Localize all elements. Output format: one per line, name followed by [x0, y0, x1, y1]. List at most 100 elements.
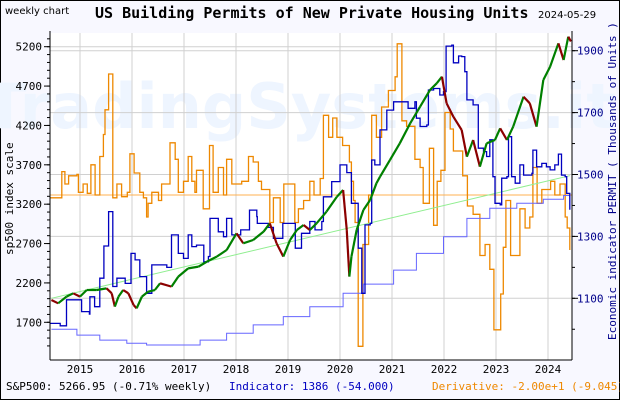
- x-tick-label: 2024: [535, 363, 562, 376]
- x-tick-label: 2020: [327, 363, 354, 376]
- x-tick-label: 2022: [431, 363, 458, 376]
- sp500-candle-segment: [127, 292, 135, 306]
- sp500-candle-segment: [122, 289, 129, 295]
- sp500-candle-segment: [302, 224, 311, 231]
- sp500-candle-segment: [268, 222, 278, 244]
- sp500-candle-segment: [315, 210, 328, 225]
- chart-kind-label: weekly chart: [5, 6, 70, 17]
- sp500-candle-segment: [419, 89, 431, 108]
- sp500-candle-segment: [275, 242, 285, 258]
- right-axis-title: Economic indicator PERMIT ( Thousands of…: [606, 22, 619, 340]
- sp500-candle-segment: [117, 289, 125, 298]
- sp500-candle-segment: [388, 142, 401, 161]
- x-tick-label: 2017: [171, 363, 198, 376]
- sp500-candle-segment: [562, 36, 570, 61]
- sp500-candle-segment: [105, 287, 113, 295]
- sp500-candle-segment: [79, 289, 88, 298]
- indicator-average-series: [51, 195, 571, 346]
- sp500-candle-segment: [309, 222, 318, 231]
- x-tick-label: 2016: [119, 363, 146, 376]
- right-tick-label: 1300: [577, 230, 604, 243]
- sp500-candle-segment: [478, 143, 488, 168]
- left-tick-label: 4700: [16, 80, 43, 93]
- sp500-candle-segment: [493, 127, 502, 141]
- sp500-candle-segment: [216, 249, 228, 258]
- sp500-candle-segment: [465, 139, 475, 158]
- watermark: TradingSystems.it: [0, 70, 616, 143]
- sp500-candle-segment: [159, 282, 172, 288]
- sp500-candle-segment: [362, 199, 372, 211]
- x-tick-label: 2019: [275, 363, 302, 376]
- sp500-candle-segment: [440, 76, 448, 104]
- sp500-candle-segment: [57, 295, 68, 305]
- sp500-candle-segment: [225, 232, 238, 251]
- sp500-candle-segment: [452, 116, 463, 131]
- sp500-candle-segment: [522, 95, 531, 105]
- sp500-candle-segment: [345, 229, 351, 277]
- sp500-candle-segment: [528, 103, 538, 128]
- sp500-candle-segment: [197, 260, 208, 268]
- sp500-candle-segment: [486, 138, 496, 145]
- sp500-candle-segment: [398, 122, 412, 144]
- indicator-series: [49, 44, 571, 327]
- sp500-candle-segment: [147, 288, 156, 293]
- sp500-candle-segment: [375, 176, 382, 184]
- left-tick-label: 3200: [16, 198, 43, 211]
- right-tick-label: 1100: [577, 292, 604, 305]
- sp500-candle-segment: [50, 299, 59, 305]
- sp500-candle-segment: [348, 256, 353, 277]
- sp500-candle-segment: [472, 139, 481, 167]
- left-tick-label: 4200: [16, 119, 43, 132]
- sp500-candle-segment: [141, 290, 149, 298]
- sp500-candle-segment: [96, 287, 107, 292]
- sp500-candle-segment: [262, 222, 271, 233]
- x-tick-label: 2015: [67, 363, 94, 376]
- sp500-candle-segment: [170, 276, 180, 288]
- chart-date: 2024-05-29: [538, 10, 597, 21]
- sp500-candle-segment: [567, 36, 572, 42]
- sp500-candle-segment: [460, 129, 468, 157]
- right-tick-label: 1700: [577, 107, 604, 120]
- sp500-trend-line: [51, 175, 570, 299]
- x-tick-label: 2023: [483, 363, 510, 376]
- sp500-candle-segment: [445, 102, 455, 118]
- sp500-candle-segment: [535, 79, 545, 127]
- x-tick-label: 2021: [379, 363, 406, 376]
- sp500-candle-segment: [110, 293, 116, 307]
- sp500-candle-segment: [429, 82, 438, 91]
- left-tick-label: 5200: [16, 41, 43, 54]
- sp500-candle-segment: [542, 66, 552, 81]
- left-tick-label: 3700: [16, 159, 43, 172]
- indicator-readout: Indicator: 1386 (-54.000): [229, 380, 395, 393]
- sp500-candle-segment: [549, 42, 560, 68]
- sp500-candle-segment: [113, 296, 120, 307]
- left-tick-label: 2200: [16, 277, 43, 290]
- sp500-candle-segment: [499, 127, 508, 141]
- sp500-candle-segment: [409, 106, 422, 124]
- chart-title: US Building Permits of New Private Housi…: [95, 4, 529, 22]
- sp500-candle-segment: [135, 296, 143, 309]
- sp500-candle-segment: [187, 265, 199, 270]
- sp500-candle-segment: [350, 229, 358, 257]
- left-axis-title: sp500 index scale: [3, 142, 16, 255]
- derivative-series: [49, 43, 571, 347]
- sp500-candle-segment: [325, 196, 338, 213]
- sp500-candle-segment: [282, 239, 292, 258]
- sp500-candle-segment: [505, 126, 515, 141]
- sp500-candle-segment: [235, 232, 245, 244]
- sp500-candle-segment: [177, 267, 189, 278]
- sp500-candle-segment: [65, 292, 74, 298]
- sp500-candle-segment: [296, 224, 305, 231]
- sp500-candle-segment: [154, 282, 161, 291]
- sp500-candle-segment: [206, 255, 218, 263]
- sp500-candle-segment: [342, 189, 348, 231]
- right-tick-label: 1500: [577, 169, 604, 182]
- sp500-candle-segment: [289, 229, 298, 241]
- sp500-candle-segment: [242, 238, 254, 245]
- right-tick-label: 1900: [577, 45, 604, 58]
- x-tick-label: 2018: [223, 363, 250, 376]
- sp500-candle-segment: [72, 292, 81, 298]
- sp500-candle-segment: [557, 42, 565, 61]
- sp500-candle-segment: [379, 159, 391, 178]
